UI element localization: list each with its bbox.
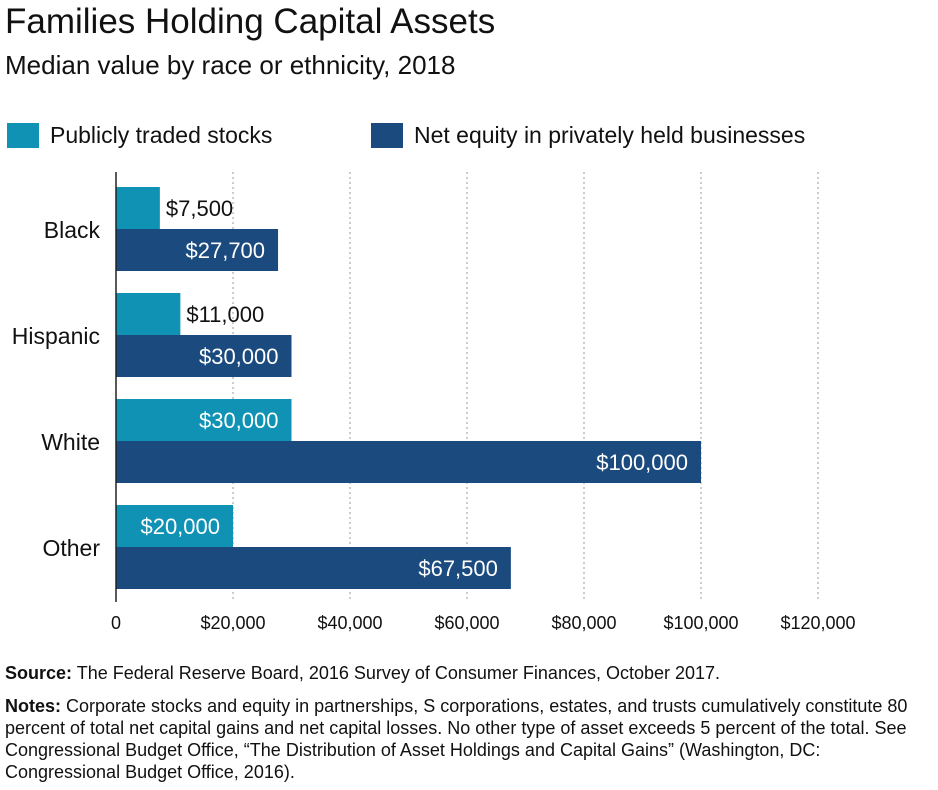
category-label: Other [42,535,100,561]
data-label-stocks: $30,000 [199,408,279,433]
x-tick-label: $40,000 [317,613,382,633]
data-label-stocks: $11,000 [186,302,264,327]
category-label: Black [44,217,101,243]
notes-label: Notes: [5,696,62,716]
legend-item-stocks: Publicly traded stocks [7,120,272,150]
bar-stocks [116,505,233,547]
legend-swatch-stocks [7,122,39,148]
bar-stocks [116,399,292,441]
bar-equity [116,547,511,589]
category-label: White [41,429,100,455]
chart-subtitle: Median value by race or ethnicity, 2018 [5,50,456,80]
data-label-equity: $27,700 [186,238,266,263]
notes: Notes: Corporate stocks and equity in pa… [5,695,930,783]
x-tick-label: 0 [111,613,121,633]
legend-item-equity: Net equity in privately held businesses [371,120,805,150]
x-tick-label: $100,000 [663,613,738,633]
legend-label-equity: Net equity in privately held businesses [414,121,806,148]
data-label-equity: $100,000 [596,450,688,475]
legend-swatch-equity [371,122,403,148]
chart-title: Families Holding Capital Assets [5,2,496,41]
data-label-equity: $67,500 [418,556,498,581]
bar-stocks [116,293,181,335]
x-tick-label: $80,000 [551,613,616,633]
bar-chart: 0 $20,000 $40,000 $60,000 $80,000 $100,000 $12… [12,172,856,633]
data-label-stocks: $7,500 [166,196,233,221]
data-label-stocks: $20,000 [140,514,220,539]
x-tick-label: $60,000 [434,613,499,633]
bar-equity [116,441,701,483]
x-tick-label: $20,000 [200,613,265,633]
legend-label-stocks: Publicly traded stocks [50,121,273,148]
x-tick-label: $120,000 [780,613,855,633]
category-label: Hispanic [12,323,100,349]
source-note: Source: The Federal Reserve Board, 2016 … [5,663,720,684]
bar-equity [116,229,279,271]
bar-equity [116,335,292,377]
data-label-equity: $30,000 [199,344,279,369]
notes-text: Corporate stocks and equity in partnersh… [5,696,908,782]
source-text: The Federal Reserve Board, 2016 Survey o… [72,663,721,683]
source-label: Source: [5,663,73,683]
bar-stocks [116,187,160,229]
